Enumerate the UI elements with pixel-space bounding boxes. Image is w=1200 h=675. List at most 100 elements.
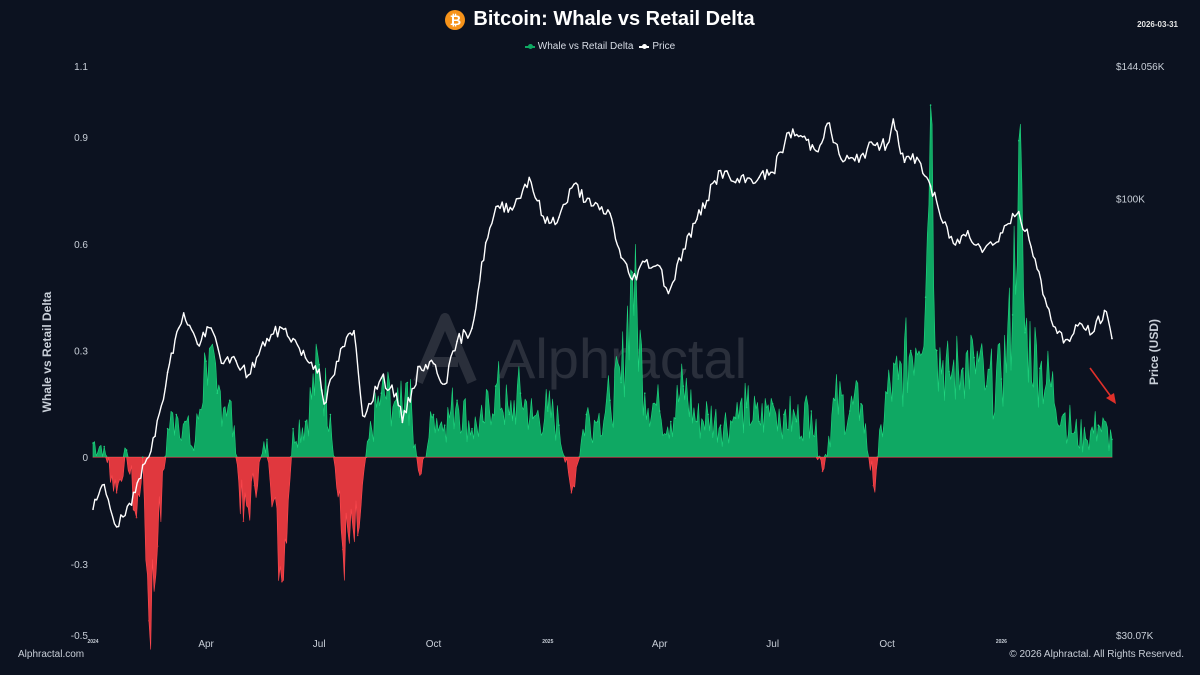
delta-point: [745, 406, 748, 409]
price-point: [235, 359, 237, 362]
y-tick-label: 0.6: [74, 240, 88, 251]
delta-point: [419, 474, 421, 476]
delta-point: [834, 399, 836, 402]
price-point: [788, 131, 790, 134]
y2-axis-label: Price (USD): [1147, 319, 1161, 385]
delta-point: [175, 413, 178, 416]
delta-point: [1000, 378, 1003, 380]
price-point: [1068, 340, 1071, 343]
delta-point: [508, 413, 511, 416]
price-point: [734, 181, 737, 184]
price-point: [92, 508, 94, 511]
delta-point: [1111, 438, 1113, 441]
delta-point: [356, 534, 359, 537]
price-point: [281, 327, 283, 329]
delta-point: [443, 424, 446, 427]
delta-point: [860, 403, 862, 405]
delta-point: [936, 349, 938, 352]
arrow-shaft: [1089, 367, 1113, 399]
delta-point: [494, 385, 497, 387]
price-point: [815, 150, 817, 152]
y-tick-label: -0.3: [71, 560, 89, 571]
price-point: [103, 483, 105, 486]
delta-point: [1097, 424, 1100, 427]
chart-date: 2026-03-31: [1137, 20, 1178, 29]
delta-point: [609, 399, 611, 402]
price-point: [141, 464, 144, 466]
delta-point: [266, 438, 268, 441]
price-point: [620, 256, 622, 259]
price-point: [886, 143, 888, 146]
delta-negative-area: [92, 456, 1113, 650]
price-point: [304, 357, 307, 359]
delta-point: [707, 413, 709, 416]
delta-point: [929, 104, 932, 106]
price-point: [318, 368, 321, 371]
delta-point: [1024, 331, 1026, 334]
price-point: [1103, 309, 1106, 312]
delta-point: [631, 271, 634, 274]
delta-point: [734, 417, 737, 419]
delta-point: [985, 385, 988, 387]
delta-point: [558, 424, 560, 427]
delta-point: [783, 413, 785, 416]
delta-point: [318, 363, 321, 366]
delta-point: [1018, 139, 1020, 142]
price-point: [929, 185, 932, 187]
price-point: [1111, 337, 1113, 340]
y-axis-label: Whale vs Retail Delta: [40, 291, 54, 412]
price-point: [432, 362, 435, 365]
watermark: Alphractal: [413, 313, 747, 390]
price-point: [644, 261, 646, 263]
delta-point: [406, 381, 409, 384]
delta-point: [682, 385, 685, 387]
price-point: [210, 327, 212, 329]
delta-point: [795, 420, 798, 423]
chart-header: ₿ Bitcoin: Whale vs Retail Delta: [0, 8, 1200, 31]
delta-point: [1073, 431, 1076, 434]
price-point: [1078, 322, 1081, 324]
price-point: [247, 374, 250, 376]
delta-point: [1085, 438, 1087, 441]
y2-tick-label: $144.056K: [1116, 62, 1165, 73]
x-tick-label: Oct: [426, 639, 442, 650]
y-tick-label: -0.5: [71, 631, 89, 642]
delta-point: [228, 399, 231, 402]
delta-point: [253, 484, 256, 487]
price-point: [484, 242, 487, 244]
legend-item-delta[interactable]: Whale vs Retail Delta: [524, 41, 634, 52]
delta-point: [620, 381, 622, 384]
delta-point: [1039, 367, 1041, 370]
legend-label-delta: Whale vs Retail Delta: [537, 41, 634, 52]
delta-point: [1050, 385, 1052, 387]
delta-point: [148, 620, 150, 622]
legend-marker-price: [639, 43, 650, 49]
delta-point: [125, 449, 128, 451]
delta-point: [292, 427, 294, 430]
price-point: [696, 218, 698, 220]
axes-group: Whale vs Retail Delta Price (USD) -0.5 -0…: [40, 62, 1165, 650]
delta-point: [156, 545, 159, 547]
price-point: [903, 161, 906, 164]
delta-point: [962, 367, 964, 370]
price-point: [471, 327, 473, 329]
price-point: [854, 159, 856, 162]
price-point: [954, 244, 957, 246]
price-point: [353, 329, 355, 332]
delta-point: [304, 420, 307, 423]
price-point: [631, 278, 634, 281]
delta-point: [696, 420, 698, 423]
price-point: [1091, 332, 1093, 335]
price-point: [130, 504, 133, 506]
delta-point: [897, 378, 900, 380]
delta-point: [141, 456, 144, 459]
price-point: [456, 340, 458, 343]
arrow-head-icon: [1106, 393, 1116, 404]
price-point: [182, 312, 185, 314]
price-line-group: [92, 118, 1113, 528]
legend-item-price[interactable]: Price: [639, 41, 675, 52]
price-point: [342, 345, 344, 348]
delta-point: [1062, 413, 1065, 416]
price-point: [1056, 332, 1059, 335]
price-point: [967, 230, 969, 232]
